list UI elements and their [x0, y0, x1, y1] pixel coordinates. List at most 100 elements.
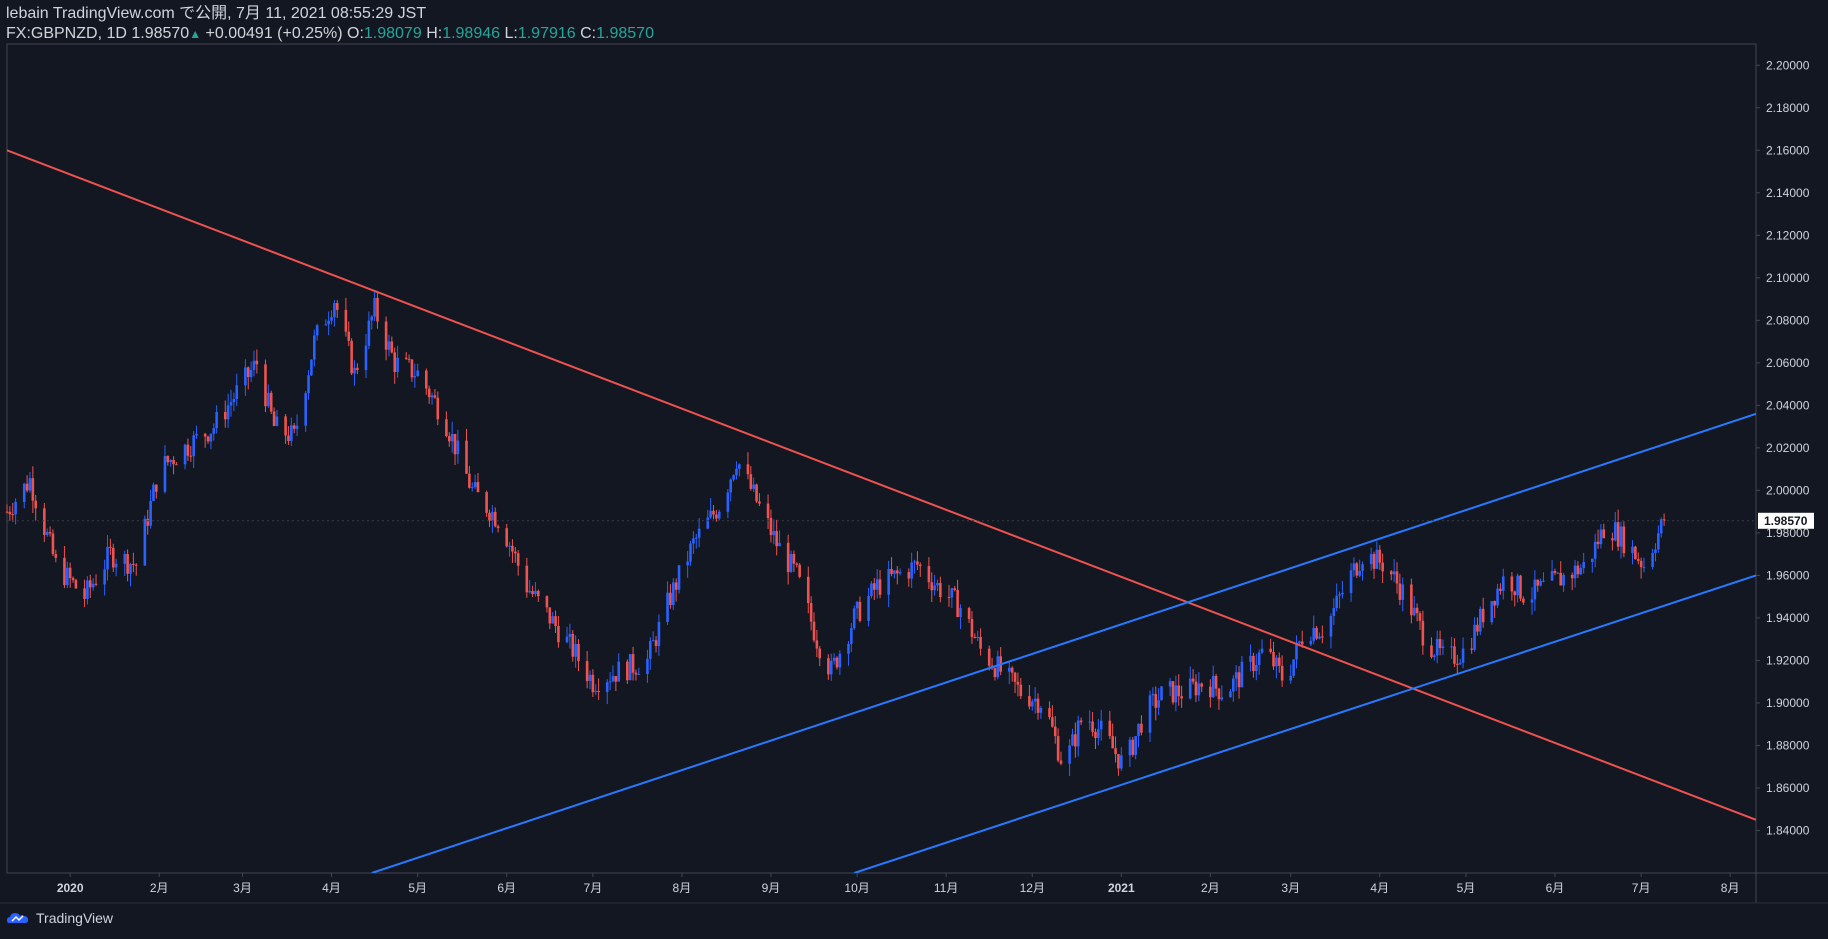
x-tick-label: 7月 — [1632, 881, 1651, 895]
candle-up — [232, 399, 236, 403]
candle-up — [215, 412, 218, 429]
candle-down — [1237, 672, 1241, 688]
candle-up — [565, 636, 569, 643]
candle-down — [94, 583, 98, 585]
candle-down — [585, 661, 589, 681]
candle-down — [858, 601, 862, 621]
candle-down — [916, 561, 919, 565]
y-tick-label: 2.16000 — [1766, 143, 1810, 157]
candle-down — [166, 455, 170, 463]
candle-up — [605, 682, 609, 692]
candle-up — [1496, 588, 1499, 606]
candle-down — [812, 621, 816, 641]
candle-down — [749, 474, 753, 489]
x-tick-label: 5月 — [408, 881, 427, 895]
candle-down — [1553, 571, 1557, 573]
candle-down — [577, 644, 580, 662]
candle-up — [735, 468, 738, 476]
candle-up — [235, 385, 239, 400]
candle-down — [1091, 721, 1094, 732]
candle-down — [8, 511, 12, 515]
candle-up — [1033, 698, 1037, 702]
tradingview-brand[interactable]: TradingView — [36, 910, 114, 926]
candle-up — [1473, 624, 1476, 650]
x-tick-label: 3月 — [233, 881, 252, 895]
candle-up — [933, 585, 936, 591]
candle-down — [350, 340, 353, 374]
candle-down — [493, 511, 497, 527]
candle-up — [149, 500, 152, 526]
candle-up — [333, 303, 336, 318]
candle-up — [847, 643, 850, 654]
candle-down — [269, 392, 273, 412]
candle-down — [126, 554, 129, 574]
candle-down — [835, 657, 839, 668]
candle-up — [959, 608, 962, 618]
candle-down — [1059, 760, 1063, 764]
candle-up — [1211, 675, 1215, 698]
candle-up — [568, 633, 572, 637]
candle-up — [163, 455, 167, 492]
candle-down — [1300, 641, 1304, 645]
candle-up — [913, 561, 916, 563]
candle-up — [611, 676, 615, 682]
candle-up — [91, 583, 95, 588]
candle-down — [1389, 571, 1393, 575]
candle-up — [1579, 568, 1583, 575]
change-value: +0.00491 (+0.25%) — [205, 25, 343, 42]
candle-down — [1476, 624, 1479, 632]
x-tick-label: 6月 — [1546, 881, 1565, 895]
y-tick-label: 2.04000 — [1766, 398, 1810, 412]
candle-down — [927, 566, 931, 583]
candle-down — [476, 482, 480, 493]
candle-up — [646, 658, 649, 675]
candle-up — [129, 563, 132, 574]
candle-up — [315, 325, 319, 336]
x-tick-label: 9月 — [762, 881, 781, 895]
candle-up — [709, 510, 712, 518]
candle-down — [436, 397, 440, 420]
candle-down — [792, 553, 796, 564]
candle-down — [1662, 519, 1666, 521]
candle-down — [554, 616, 557, 626]
x-tick-label: 12月 — [1020, 881, 1045, 895]
candle-up — [717, 511, 721, 519]
candle-up — [1358, 570, 1361, 576]
candle-up — [551, 616, 554, 624]
candle-down — [715, 514, 718, 519]
candle-up — [1375, 549, 1379, 569]
candle-down — [634, 672, 638, 675]
candle-up — [666, 592, 669, 622]
candle-down — [1131, 739, 1135, 755]
candle-down — [1108, 720, 1112, 737]
candle-up — [1295, 642, 1298, 660]
candle-down — [1194, 681, 1198, 696]
x-tick-label: 5月 — [1457, 881, 1476, 895]
low-label: L: — [504, 25, 518, 42]
candle-up — [413, 376, 417, 378]
candle-down — [1315, 627, 1318, 639]
candle-up — [574, 644, 577, 657]
candle-down — [537, 590, 540, 597]
candle-down — [390, 341, 394, 353]
candle-up — [183, 444, 187, 465]
candle-down — [1028, 696, 1031, 707]
candle-up — [867, 595, 870, 621]
y-tick-label: 2.14000 — [1766, 186, 1810, 200]
candle-up — [195, 433, 198, 436]
candle-up — [169, 459, 172, 463]
candle-up — [416, 370, 419, 377]
candle-down — [74, 580, 78, 589]
up-arrow-icon: ▲ — [189, 27, 202, 41]
candle-up — [192, 435, 195, 457]
candle-down — [404, 357, 408, 359]
candle-down — [1200, 683, 1204, 687]
candle-down — [1513, 591, 1517, 596]
candle-up — [1433, 655, 1436, 658]
candle-down — [51, 533, 55, 555]
candle-down — [775, 531, 778, 547]
candle-down — [766, 503, 770, 518]
candle-up — [1593, 541, 1597, 559]
candle-up — [1501, 576, 1505, 591]
